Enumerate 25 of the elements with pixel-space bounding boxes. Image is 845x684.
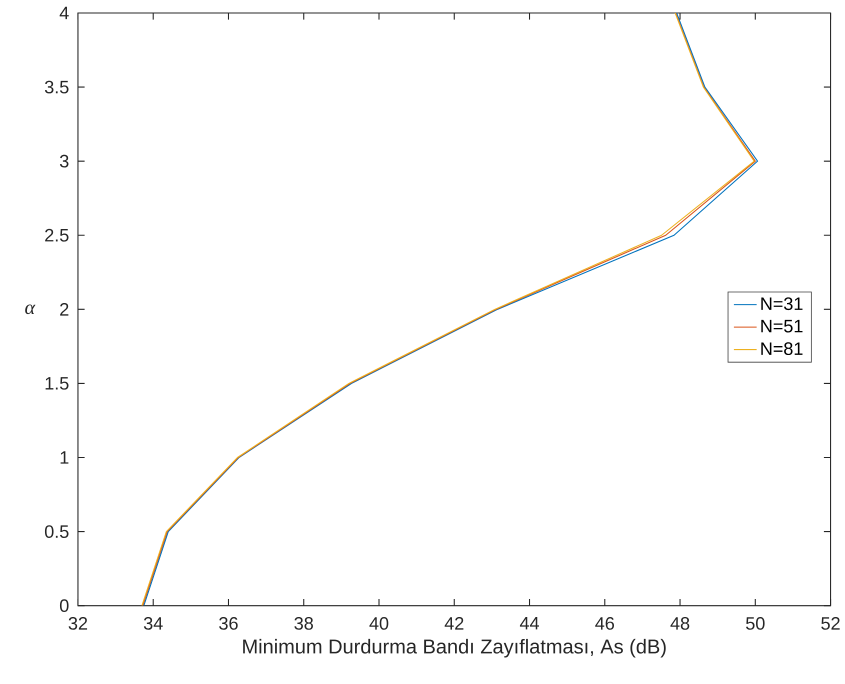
y-tick-label: 0 [60,599,69,612]
y-tick-label: 1 [60,452,68,464]
x-tick-label: 32 [68,617,88,630]
legend-label: N=81 [761,342,802,356]
x-tick-label: 48 [670,617,690,630]
y-tick-label: 4 [60,6,69,20]
legend-label: N=51 [761,320,802,333]
x-tick-label: 40 [369,617,388,630]
y-tick-label: 0.5 [44,525,69,538]
y-tick-label: 3.5 [44,80,69,94]
x-tick-label: 52 [821,617,840,630]
x-tick-label: 34 [144,617,163,630]
x-axis-title: Minimum Durdurma Bandı Zayıflatması, As (dB) [243,639,666,658]
y-axis-title: α [25,304,36,314]
legend-label: N=31 [761,298,802,310]
x-tick-label: 44 [520,617,540,630]
y-tick-label: 1.5 [46,377,69,390]
y-tick-label: 2.5 [45,229,69,242]
x-tick-label: 38 [294,617,313,630]
x-tick-label: 42 [444,617,464,630]
x-tick-label: 46 [595,617,614,630]
x-tick-label: 50 [746,617,765,630]
y-tick-label: 3 [60,154,68,168]
y-tick-label: 2 [60,303,68,316]
x-tick-label: 36 [219,617,238,630]
